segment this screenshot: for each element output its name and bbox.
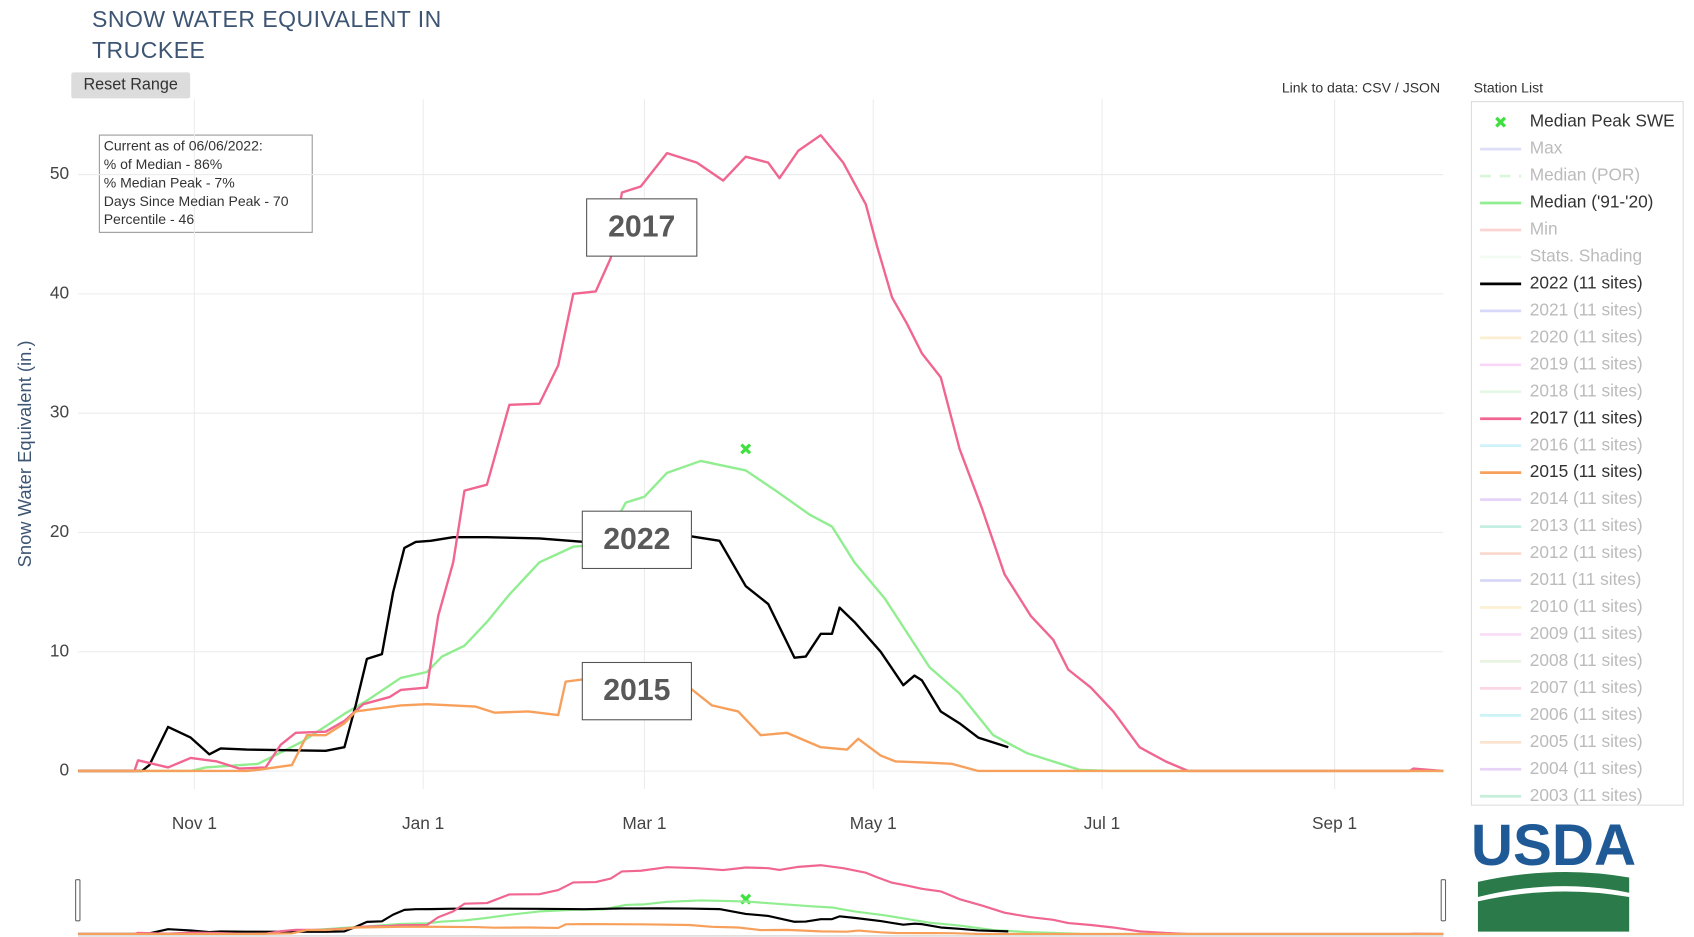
series-line: [78, 532, 1009, 773]
legend-label: Stats. Shading: [1530, 246, 1642, 266]
reset-button[interactable]: [71, 72, 191, 99]
y-tick-label: 10: [50, 640, 69, 660]
x-tick-label: May 1: [850, 813, 897, 833]
range-slider-line: [78, 864, 1444, 936]
reset-button-label[interactable]: Reset Range: [83, 76, 177, 94]
legend-label: 2011 (11 sites): [1530, 569, 1642, 589]
legend-label: 2015 (11 sites): [1530, 461, 1643, 481]
range-slider-line: [78, 899, 1444, 936]
series-line: [78, 459, 1444, 773]
legend-label: 2008 (11 sites): [1530, 650, 1643, 670]
y-tick-label: 20: [50, 521, 69, 541]
legend-label: 2005 (11 sites): [1530, 731, 1643, 751]
y-tick-label: 0: [60, 760, 70, 780]
y-axis-title: Snow Water Equivalent (in.): [14, 340, 35, 567]
info-line: % of Median - 86%: [104, 156, 223, 172]
legend-title: Station List: [1474, 79, 1544, 95]
legend-label: 2021 (11 sites): [1530, 299, 1643, 319]
range-handle[interactable]: [75, 879, 81, 922]
legend-label: Median (POR): [1530, 165, 1640, 185]
logo-text: USDA: [1471, 813, 1636, 878]
legend-label: 2007 (11 sites): [1530, 677, 1643, 697]
annotation-box: [581, 661, 692, 721]
range-slider-line: [78, 922, 1444, 936]
info-line: % Median Peak - 7%: [104, 174, 235, 190]
legend-label: 2016 (11 sites): [1530, 434, 1643, 454]
legend-label: 2014 (11 sites): [1530, 488, 1643, 508]
legend-label: 2019 (11 sites): [1530, 353, 1643, 373]
range-handle[interactable]: [1440, 879, 1447, 922]
chart-title: SNOW WATER EQUIVALENT IN TRUCKEE: [92, 6, 442, 63]
legend-label: 2013 (11 sites): [1530, 515, 1643, 535]
info-line: Current as of 06/06/2022:: [104, 138, 263, 154]
annotation: 2022: [603, 523, 670, 556]
legend-label: 2010 (11 sites): [1530, 596, 1643, 616]
legend-label: 2020 (11 sites): [1530, 326, 1643, 346]
info-box: [98, 134, 313, 233]
legend-label: 2009 (11 sites): [1530, 623, 1643, 643]
y-tick-label: 50: [50, 163, 69, 183]
series-line-marker: [740, 443, 752, 455]
legend-label: Median Peak SWE: [1530, 111, 1675, 131]
annotation-box: [581, 510, 692, 570]
legend-label: 2012 (11 sites): [1530, 542, 1643, 562]
x-tick-label: Nov 1: [172, 813, 217, 833]
usda-logo: [1477, 872, 1630, 932]
legend-label: 2004 (11 sites): [1530, 758, 1643, 778]
legend-label: 2022 (11 sites): [1530, 272, 1643, 292]
range-slider-line: [78, 907, 1009, 936]
legend-box: [1470, 101, 1684, 806]
x-tick-label: Jan 1: [402, 813, 444, 833]
annotation: 2017: [608, 211, 675, 244]
series-line: [78, 677, 1444, 773]
legend-label: 2018 (11 sites): [1530, 380, 1643, 400]
x-tick-label: Sep 1: [1312, 813, 1357, 833]
annotation: 2015: [603, 674, 670, 707]
y-tick-label: 40: [50, 282, 69, 302]
legend-label: Median ('91-'20): [1530, 192, 1654, 212]
legend-label: 2006 (11 sites): [1530, 704, 1643, 724]
info-line: Percentile - 46: [104, 211, 195, 227]
legend-label: 2003 (11 sites): [1530, 785, 1643, 805]
legend-label: Max: [1530, 138, 1563, 158]
legend-label: Min: [1530, 219, 1558, 239]
y-tick-label: 30: [50, 402, 69, 422]
x-tick-label: Jul 1: [1084, 813, 1120, 833]
info-line: Days Since Median Peak - 70: [104, 193, 289, 209]
data-link[interactable]: Link to data: CSV / JSON: [1282, 79, 1440, 95]
legend-label: 2017 (11 sites): [1530, 407, 1643, 427]
legend-marker: [1495, 116, 1507, 128]
annotation-box: [586, 198, 698, 257]
x-tick-label: Mar 1: [622, 813, 666, 833]
series-line: [78, 134, 1444, 773]
